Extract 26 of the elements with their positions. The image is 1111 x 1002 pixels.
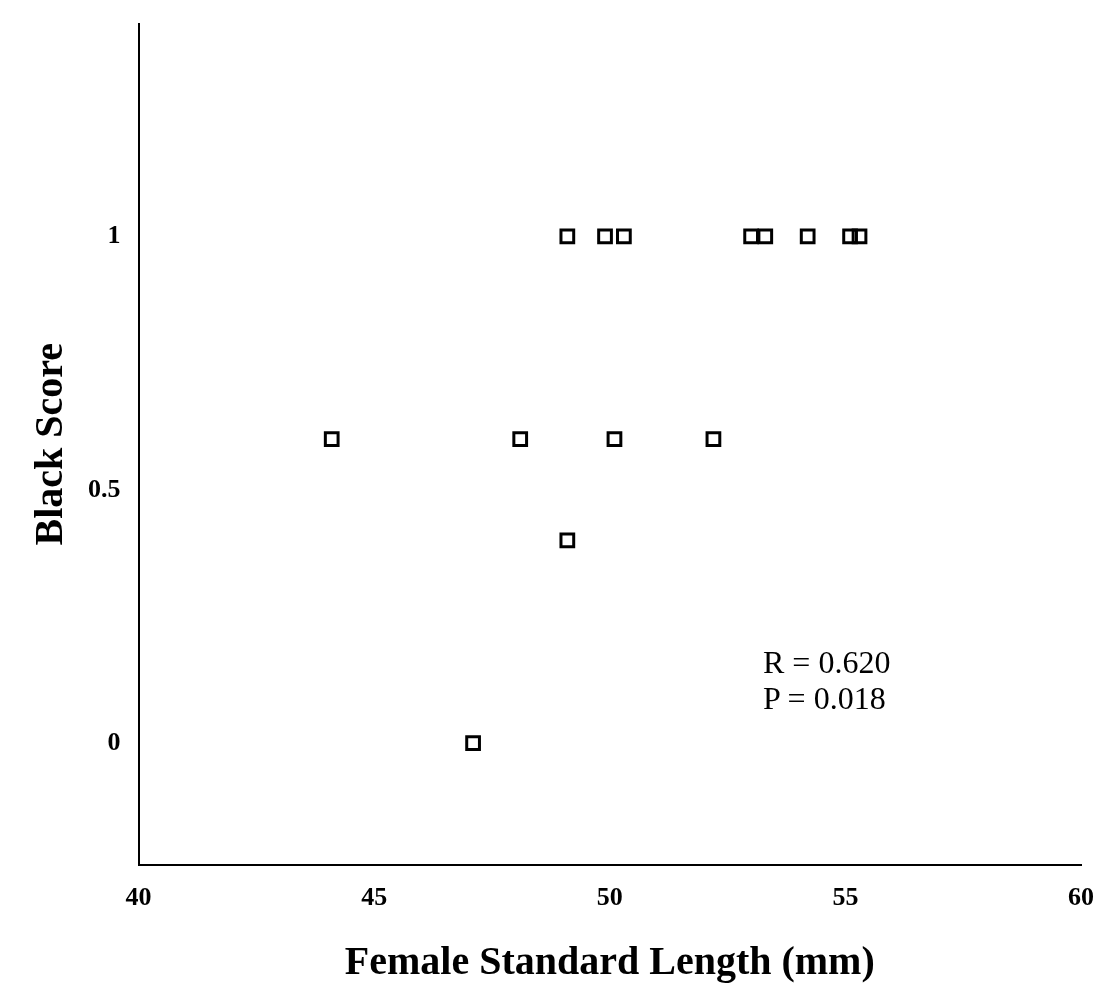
x-tick-label: 40 [125,882,152,912]
point [597,228,613,245]
point [743,228,759,245]
point [559,532,576,549]
y-tick-label: 1 [107,220,121,250]
point [851,228,868,245]
point [616,228,632,245]
x-tick-label: 60 [1068,882,1094,912]
point [799,228,816,245]
x-tick-label: 50 [596,882,623,912]
y-axis-title: Black Score [26,342,72,546]
point [705,431,722,447]
point [842,228,858,245]
point [323,431,340,447]
point [512,431,529,447]
y-tick-label: 0.5 [88,473,121,503]
x-tick-label: 55 [832,882,859,912]
annotation: P = 0.018 [763,680,886,716]
point [559,228,576,245]
annotation: R = 0.620 [763,644,891,680]
point [606,431,623,447]
x-axis-title: Female Standard Length (mm) [344,938,875,984]
point [757,228,774,245]
point [465,735,481,752]
x-tick-label: 45 [361,882,388,912]
y-tick-label: 0 [107,726,121,756]
